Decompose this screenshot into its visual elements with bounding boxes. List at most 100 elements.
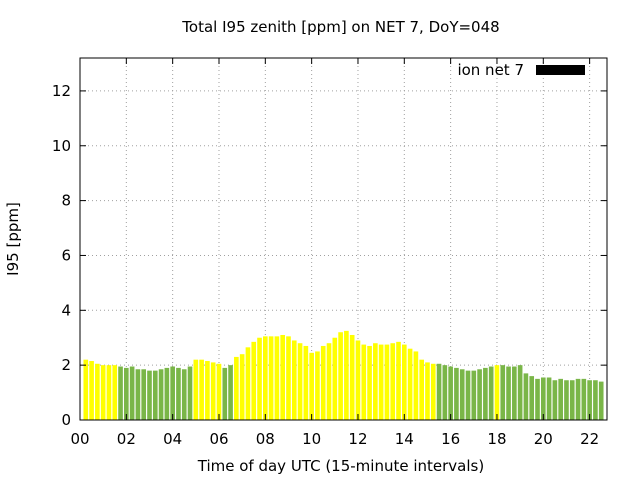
bar xyxy=(176,367,181,420)
bar xyxy=(477,369,482,420)
bar xyxy=(436,363,442,420)
x-tick-label: 06 xyxy=(209,430,228,448)
bar xyxy=(205,361,210,420)
x-tick-label: 08 xyxy=(256,430,275,448)
bar xyxy=(465,370,471,420)
bar xyxy=(598,381,604,420)
bar xyxy=(83,359,89,420)
x-tick-label: 20 xyxy=(534,430,553,448)
bar xyxy=(199,359,204,420)
legend: ion net 7 xyxy=(457,61,585,79)
bar xyxy=(494,365,500,420)
bar xyxy=(361,344,367,420)
x-tick-label: 22 xyxy=(580,430,599,448)
y-tick-label: 6 xyxy=(61,246,71,264)
bar xyxy=(303,345,309,420)
bar xyxy=(309,352,314,420)
bar xyxy=(564,380,569,420)
bar xyxy=(552,380,558,420)
x-tick-label: 12 xyxy=(348,430,367,448)
bar xyxy=(152,370,158,420)
ticks xyxy=(79,58,607,421)
bar xyxy=(251,341,257,420)
bar xyxy=(332,337,338,420)
bar xyxy=(320,345,326,420)
bar xyxy=(459,369,465,420)
x-tick-label: 04 xyxy=(163,430,182,448)
bar xyxy=(274,336,280,420)
bar xyxy=(170,366,175,420)
y-tick-label: 10 xyxy=(52,137,71,155)
bar xyxy=(587,380,592,420)
bar xyxy=(523,373,529,420)
bar xyxy=(384,344,390,420)
bar xyxy=(488,366,494,420)
y-tick-label: 8 xyxy=(61,192,71,210)
x-tick-label: 00 xyxy=(70,430,89,448)
y-tick-label: 2 xyxy=(61,356,71,374)
bar xyxy=(448,366,453,420)
legend-label: ion net 7 xyxy=(457,61,524,79)
bar xyxy=(129,366,135,420)
bar xyxy=(569,380,575,420)
bar xyxy=(106,365,112,420)
legend-swatch xyxy=(536,65,585,75)
y-tick-labels: 0 2 4 6 8 10 12 xyxy=(52,82,71,429)
bar xyxy=(187,366,193,420)
bar xyxy=(506,366,511,420)
x-tick-label: 10 xyxy=(302,430,321,448)
bar xyxy=(575,378,581,420)
bar xyxy=(95,363,100,420)
bar xyxy=(355,340,361,420)
bar xyxy=(367,345,372,420)
bar xyxy=(268,336,274,420)
bar xyxy=(297,343,303,420)
bar xyxy=(216,363,222,420)
bar xyxy=(234,356,239,420)
bar xyxy=(442,365,448,420)
bar xyxy=(419,359,424,420)
bar xyxy=(338,332,343,420)
bar xyxy=(425,362,430,420)
bar xyxy=(326,343,332,420)
bar xyxy=(430,363,436,420)
bar xyxy=(315,351,320,420)
bar xyxy=(164,367,170,420)
bar xyxy=(118,366,123,420)
bar xyxy=(390,343,396,420)
bar xyxy=(512,366,517,420)
y-tick-label: 12 xyxy=(52,82,71,100)
bar xyxy=(228,365,233,420)
bar xyxy=(291,340,297,420)
bar xyxy=(373,343,378,420)
bar xyxy=(257,337,262,420)
x-tick-label: 16 xyxy=(441,430,460,448)
bar xyxy=(89,361,94,420)
bar xyxy=(413,351,419,420)
bar xyxy=(349,334,355,420)
bar xyxy=(500,365,506,420)
bar xyxy=(222,367,228,420)
bar xyxy=(593,380,598,420)
bar xyxy=(344,330,349,420)
bar xyxy=(558,378,563,420)
bar xyxy=(112,365,118,420)
bar xyxy=(124,367,129,420)
bar xyxy=(141,369,147,420)
bars xyxy=(83,330,604,420)
x-tick-label: 14 xyxy=(395,430,414,448)
bar xyxy=(147,370,152,420)
bar xyxy=(210,362,216,420)
bar xyxy=(540,377,546,420)
x-axis-label: Time of day UTC (15-minute intervals) xyxy=(197,457,484,475)
bar xyxy=(529,376,535,420)
bar xyxy=(396,341,401,420)
bar xyxy=(245,347,251,420)
bar xyxy=(280,334,286,420)
x-tick-label: 18 xyxy=(487,430,506,448)
bar xyxy=(239,354,245,420)
bar xyxy=(158,369,164,420)
bar xyxy=(454,367,459,420)
bar xyxy=(401,344,407,420)
